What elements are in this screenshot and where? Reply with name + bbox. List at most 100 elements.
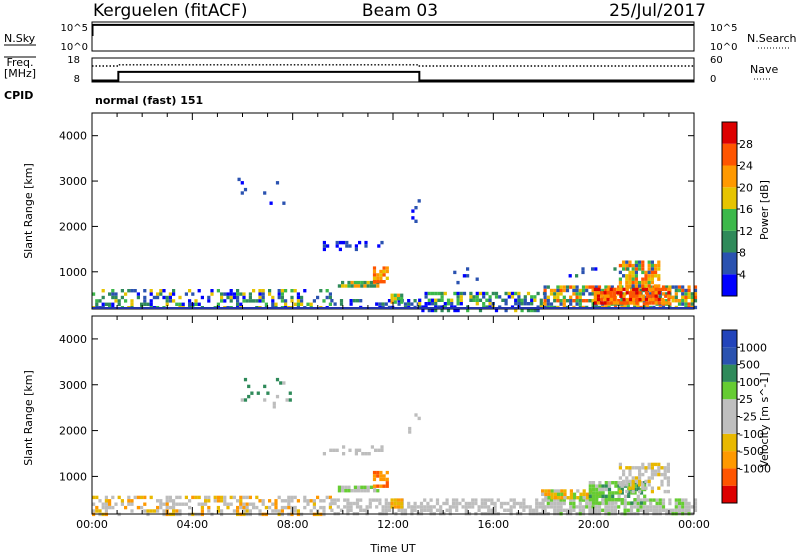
range-cell xyxy=(242,502,246,506)
range-cell xyxy=(553,492,557,496)
range-cell xyxy=(275,181,280,185)
range-cell xyxy=(660,297,665,302)
range-cell xyxy=(400,508,404,512)
range-cell xyxy=(261,295,265,300)
range-cell xyxy=(634,479,638,484)
range-cell xyxy=(280,499,284,503)
range-cell xyxy=(381,302,385,306)
range-cell xyxy=(575,285,579,289)
range-cell xyxy=(620,498,624,502)
range-cell xyxy=(553,496,557,500)
range-cell xyxy=(661,285,666,289)
range-cell xyxy=(588,484,592,488)
range-cell xyxy=(384,302,388,306)
range-cell xyxy=(585,496,589,500)
colorbar-swatch xyxy=(722,165,737,188)
range-cell xyxy=(363,284,367,288)
range-cell xyxy=(220,499,224,503)
range-cell xyxy=(223,299,227,303)
range-cell xyxy=(560,492,564,496)
range-cell xyxy=(464,501,468,506)
range-cell xyxy=(657,260,661,264)
range-cell xyxy=(371,498,376,502)
range-cell xyxy=(446,308,451,313)
range-cell xyxy=(575,292,579,296)
range-cell xyxy=(204,499,208,503)
range-cell xyxy=(573,492,577,496)
range-cell xyxy=(143,502,147,506)
xtick-label: 16:00 xyxy=(477,518,509,531)
range-cell xyxy=(264,505,268,510)
range-cell xyxy=(541,492,545,496)
colorbar-tick-label: 4 xyxy=(739,268,746,281)
range-cell xyxy=(645,498,650,502)
range-cell xyxy=(668,498,672,502)
range-cell xyxy=(578,302,582,306)
range-cell xyxy=(641,466,645,470)
range-cell xyxy=(471,505,475,509)
range-cell xyxy=(522,505,526,509)
range-cell xyxy=(478,298,483,302)
range-cell xyxy=(290,299,294,303)
range-cell xyxy=(380,445,384,449)
range-cell xyxy=(464,505,468,509)
cpid-text: normal (fast) 151 xyxy=(95,94,203,107)
range-cell xyxy=(345,244,349,248)
range-cell xyxy=(601,487,605,492)
range-cell xyxy=(650,263,654,268)
range-cell xyxy=(543,299,547,303)
range-cell xyxy=(609,291,613,295)
range-cell xyxy=(354,448,358,452)
range-cell xyxy=(483,501,488,506)
range-cell xyxy=(303,499,307,503)
range-cell xyxy=(149,509,153,513)
range-cell xyxy=(606,294,610,298)
range-cell xyxy=(565,508,570,512)
range-cell xyxy=(618,476,622,480)
range-cell xyxy=(585,299,589,303)
range-cell xyxy=(248,502,252,506)
range-cell xyxy=(514,291,518,296)
range-cell xyxy=(461,498,465,502)
range-cell xyxy=(610,508,614,512)
range-cell xyxy=(657,287,661,292)
range-cell xyxy=(229,502,233,506)
range-cell xyxy=(408,430,412,434)
range-cell xyxy=(124,292,128,296)
range-cell xyxy=(352,501,356,506)
range-cell xyxy=(565,285,570,289)
range-cell xyxy=(136,292,140,296)
range-cell xyxy=(681,299,685,303)
range-cell xyxy=(272,405,276,409)
range-cell xyxy=(625,297,629,302)
range-cell xyxy=(396,505,401,509)
range-cell xyxy=(229,289,233,293)
range-cell xyxy=(578,508,582,512)
range-cell xyxy=(236,295,240,300)
range-cell xyxy=(634,476,638,480)
range-cell xyxy=(200,509,204,513)
range-cell xyxy=(591,302,595,306)
range-cell xyxy=(373,284,377,288)
range-cell xyxy=(120,502,124,506)
range-cell xyxy=(632,287,636,292)
range-cell xyxy=(609,287,613,292)
range-cell xyxy=(588,487,592,492)
range-cell xyxy=(668,285,672,289)
range-cell xyxy=(435,498,440,502)
range-cell xyxy=(451,498,456,502)
range-cell xyxy=(322,499,326,503)
range-cell xyxy=(344,485,348,489)
range-cell xyxy=(338,240,342,245)
range-cell xyxy=(635,297,639,302)
range-cell xyxy=(426,508,430,512)
colorbar-tick-label: 1000 xyxy=(739,341,767,354)
range-cell xyxy=(277,289,281,293)
range-cell xyxy=(496,498,500,502)
range-cell xyxy=(184,292,188,296)
range-cell xyxy=(361,452,365,456)
range-cell xyxy=(576,489,580,493)
range-cell xyxy=(223,499,227,503)
range-cell xyxy=(635,291,639,295)
